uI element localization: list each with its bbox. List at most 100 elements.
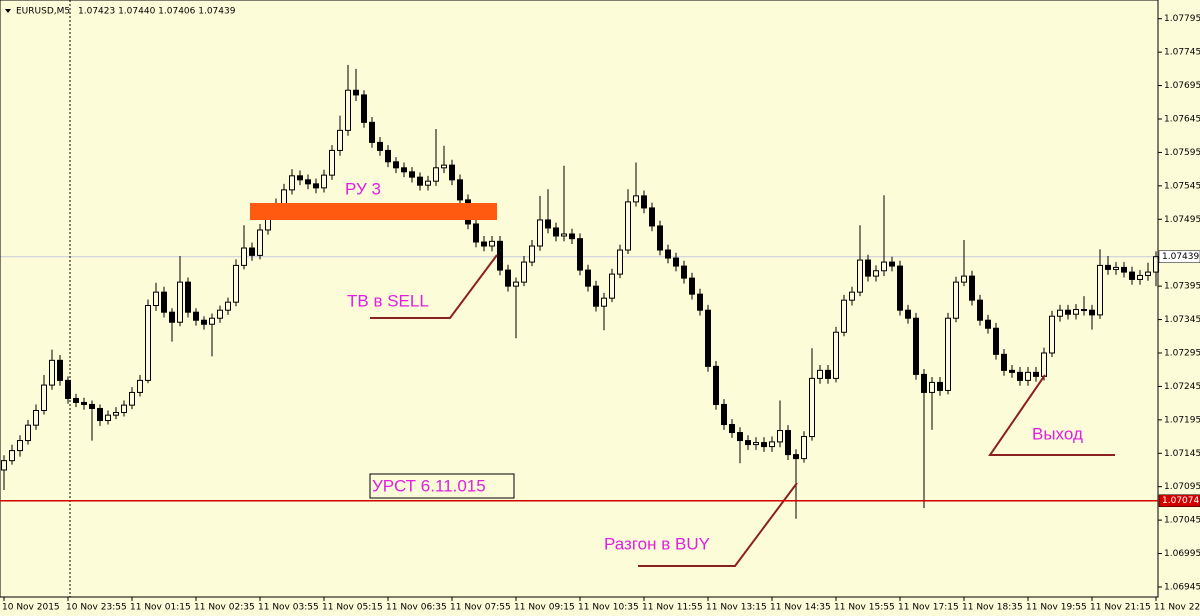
candle-body — [489, 240, 495, 247]
candle-body — [641, 195, 647, 209]
candle-body — [137, 379, 143, 393]
candle-body — [233, 264, 239, 303]
candle-body — [505, 269, 511, 287]
candle-body — [1145, 271, 1151, 276]
candle-body — [657, 225, 663, 251]
candle-body — [457, 179, 463, 201]
candle-body — [817, 369, 823, 379]
candle-body — [745, 440, 751, 446]
candle-body — [577, 238, 583, 271]
candle-body — [73, 397, 79, 403]
x-tick-label: 11 Nov 06:35 — [386, 603, 447, 613]
candle-body — [393, 161, 399, 169]
candle-body — [289, 175, 295, 191]
candle-body — [497, 240, 503, 271]
candle-body — [601, 297, 607, 307]
candle-body — [545, 219, 551, 229]
plot — [0, 64, 1159, 519]
candle-body — [569, 233, 575, 240]
candle-body — [897, 265, 903, 311]
y-tick-label: 1.07495 — [1164, 215, 1200, 225]
plot-border — [0, 0, 1159, 598]
menu-arrow[interactable] — [5, 9, 11, 13]
candle-body — [425, 180, 431, 186]
candle-body — [9, 450, 15, 462]
y-tick-label: 1.06995 — [1164, 549, 1200, 559]
candle-body — [905, 309, 911, 319]
candle-body — [769, 441, 775, 448]
annotation: РУ 3 — [345, 179, 381, 198]
candle-body — [857, 259, 863, 293]
candle-body — [297, 175, 303, 181]
candle-body — [409, 171, 415, 178]
y-tick-label: 1.07245 — [1164, 382, 1200, 392]
candle-body — [553, 227, 559, 237]
x-tick-label: 11 Nov 14:35 — [770, 603, 831, 613]
candle-body — [17, 440, 23, 452]
annotation-line — [370, 254, 498, 319]
y-tick-label: 1.07295 — [1164, 348, 1200, 358]
candle-body — [105, 414, 111, 422]
y-tick-label: 1.07795 — [1164, 14, 1200, 24]
candle-body — [849, 291, 855, 301]
candle-body — [433, 167, 439, 182]
candle-body — [481, 241, 487, 247]
candle-body — [193, 311, 199, 321]
candle-body — [49, 359, 55, 386]
candle-body — [993, 327, 999, 355]
x-tick-label: 11 Nov 07:55 — [450, 603, 511, 613]
candle-body — [777, 430, 783, 443]
candle-body — [169, 311, 175, 323]
candle-body — [841, 299, 847, 333]
candle-body — [593, 285, 599, 307]
annotation-line — [638, 482, 798, 567]
candle-body — [313, 183, 319, 189]
candle-body — [865, 259, 871, 277]
candle-body — [1, 460, 7, 471]
candle-body — [25, 424, 31, 442]
last-price-box — [1158, 250, 1200, 263]
x-tick-label: 10 Nov 2015 — [2, 603, 60, 613]
candle-body — [281, 189, 287, 205]
candle-body — [41, 384, 47, 411]
x-tick-label: 11 Nov 11:55 — [642, 603, 703, 613]
candle-body — [1129, 271, 1135, 280]
candle-body — [649, 207, 655, 227]
candle-body — [145, 305, 151, 381]
candle-body — [705, 309, 711, 367]
x-tick-label: 11 Nov 02:35 — [194, 603, 255, 613]
x-tick-label: 11 Nov 19:55 — [1026, 603, 1087, 613]
candle-body — [801, 436, 807, 460]
candle-body — [977, 299, 983, 321]
candle-body — [185, 281, 191, 313]
candle-body — [177, 281, 183, 323]
candle-body — [1025, 371, 1031, 381]
candle-body — [737, 432, 743, 442]
y-tick-label: 1.07395 — [1164, 282, 1200, 292]
candle-body — [1137, 274, 1143, 280]
candle-body — [225, 301, 231, 311]
y-tick-label: 1.07645 — [1164, 114, 1200, 124]
candle-body — [969, 275, 975, 301]
candle-body — [561, 233, 567, 237]
candle-body — [1001, 353, 1007, 371]
candle-body — [681, 265, 687, 279]
candle-body — [113, 411, 119, 416]
candle-body — [585, 269, 591, 287]
candle-body — [873, 270, 879, 277]
candle-body — [153, 291, 159, 307]
candle-body — [1081, 309, 1087, 312]
candle-body — [249, 247, 255, 256]
annotation-line — [988, 374, 1115, 456]
candle-body — [513, 281, 519, 287]
candle-body — [961, 275, 967, 283]
x-tick-label: 11 Nov 15:55 — [834, 603, 895, 613]
annotation: Выход — [1032, 424, 1083, 443]
candle-body — [689, 277, 695, 295]
candle-body — [377, 141, 383, 151]
x-tick-label: 11 Nov 01:15 — [130, 603, 191, 613]
candle-body — [985, 319, 991, 329]
candle-body — [329, 149, 335, 176]
